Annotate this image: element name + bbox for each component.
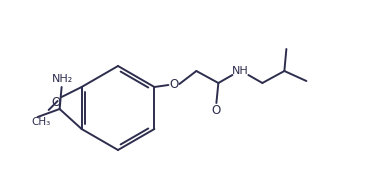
Text: NH: NH [232, 66, 249, 76]
Text: O: O [212, 104, 221, 118]
Text: O: O [51, 95, 60, 108]
Text: CH₃: CH₃ [31, 117, 50, 127]
Text: NH₂: NH₂ [52, 74, 73, 84]
Text: O: O [170, 79, 179, 92]
